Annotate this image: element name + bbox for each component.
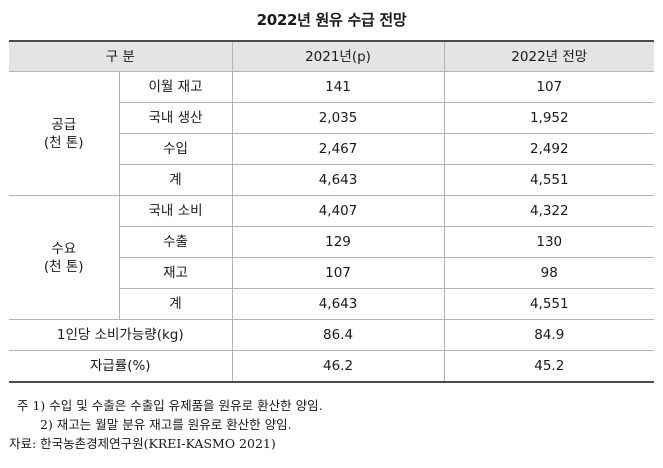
note-2: 2) 재고는 월말 분유 재고를 원유로 환산한 양임. [40, 417, 292, 432]
cell-2022: 1,952 [443, 102, 655, 134]
demand-group-title: 수요 [51, 240, 77, 257]
cell-2022: 4,322 [443, 195, 655, 227]
milk-supply-demand-table: 구 분 2021년(p) 2022년 전망 공급 (천 톤) 이월 재고 141… [9, 40, 655, 383]
header-category: 구 분 [9, 40, 233, 72]
table-notes: 주 1) 수입 및 수출은 수출입 유제품을 원유로 환산한 양임. 2) 재고… [9, 396, 323, 453]
cell-2021: 129 [231, 226, 445, 258]
cell-2022: 98 [443, 257, 655, 289]
table-row: 공급 (천 톤) 이월 재고 141 107 [9, 71, 655, 196]
table-row: 수출 129 130 [9, 226, 655, 258]
cell-2022: 45.2 [443, 350, 655, 383]
cell-2021: 2,035 [231, 102, 445, 134]
cell-2021: 4,643 [231, 164, 445, 196]
row-label: 계 [119, 164, 233, 196]
row-label: 수입 [119, 133, 233, 165]
supply-group-title: 공급 [51, 116, 77, 133]
cell-2022: 4,551 [443, 288, 655, 320]
demand-group-unit: (천 톤) [43, 258, 84, 275]
supply-group-unit: (천 톤) [43, 134, 84, 151]
row-label: 국내 소비 [118, 195, 233, 227]
cell-2021: 4,407 [231, 195, 445, 227]
row-label: 수출 [119, 226, 233, 258]
cell-2022: 107 [443, 71, 655, 103]
per-capita-label: 1인당 소비가능량(kg) [9, 319, 233, 351]
source-note: 자료: 한국농촌경제연구원(KREI-KASMO 2021) [9, 436, 276, 451]
row-label: 이월 재고 [118, 71, 233, 103]
cell-2021: 141 [231, 71, 445, 103]
header-2021: 2021년(p) [231, 40, 445, 72]
table-title: 2022년 원유 수급 전망 [256, 11, 407, 29]
cell-2021: 86.4 [231, 319, 445, 351]
table-row: 국내 생산 2,035 1,952 [9, 102, 655, 134]
cell-2022: 84.9 [443, 319, 655, 351]
cell-2022: 130 [443, 226, 655, 258]
cell-2022: 4,551 [443, 164, 655, 196]
demand-group-label: 수요 (천 톤) [9, 195, 120, 320]
table-row: 수요 (천 톤) 국내 소비 4,407 4,322 [9, 195, 655, 320]
cell-2021: 2,467 [231, 133, 445, 165]
table-row: 자급률(%) 46.2 45.2 [9, 350, 655, 383]
header-2022: 2022년 전망 [443, 40, 655, 72]
cell-2022: 2,492 [443, 133, 655, 165]
self-sufficiency-label: 자급률(%) [9, 350, 233, 383]
table-header-row: 구 분 2021년(p) 2022년 전망 [9, 40, 655, 72]
cell-2021: 4,643 [231, 288, 445, 320]
note-1: 주 1) 수입 및 수출은 수출입 유제품을 원유로 환산한 양임. [17, 398, 323, 413]
row-label: 재고 [119, 257, 233, 289]
table-row: 1인당 소비가능량(kg) 86.4 84.9 [9, 319, 655, 351]
cell-2021: 107 [231, 257, 445, 289]
row-label: 국내 생산 [119, 102, 233, 134]
row-label: 계 [119, 288, 233, 320]
cell-2021: 46.2 [231, 350, 445, 383]
table-row: 재고 107 98 [9, 257, 655, 289]
table-row: 수입 2,467 2,492 [9, 133, 655, 165]
supply-group-label: 공급 (천 톤) [9, 71, 120, 196]
